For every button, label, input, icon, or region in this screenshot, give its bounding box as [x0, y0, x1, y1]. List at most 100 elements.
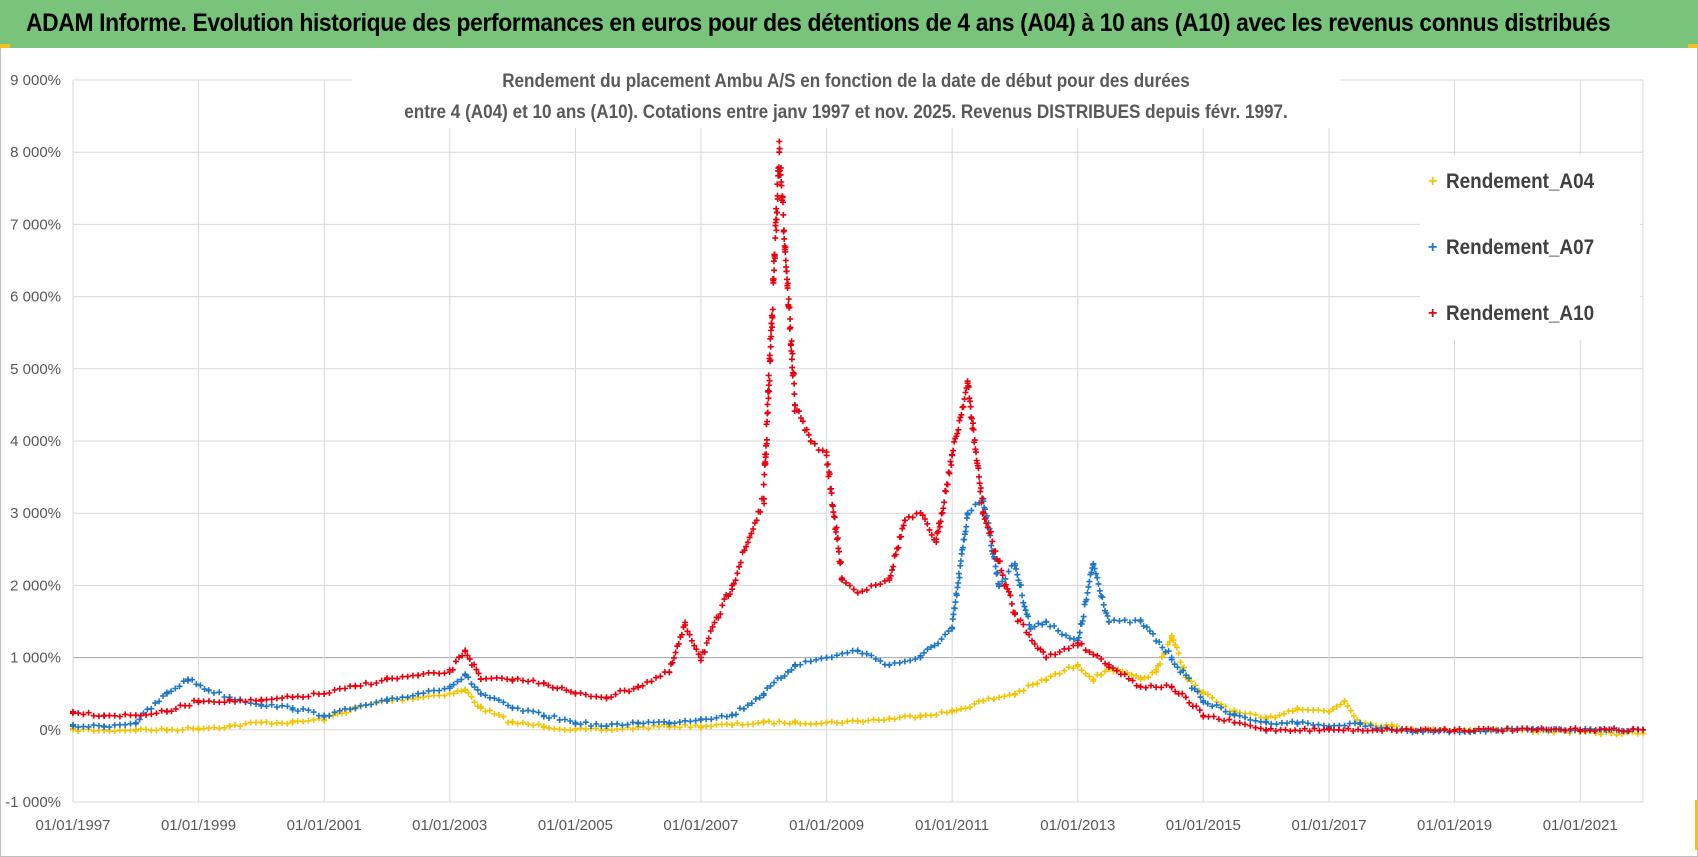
data-point-rendement-a10 [954, 430, 961, 437]
data-point-rendement-a10 [803, 426, 810, 433]
data-point-rendement-a10 [831, 514, 838, 521]
data-point-rendement-a10 [962, 389, 969, 396]
data-point-rendement-a10 [701, 649, 708, 656]
data-point-rendement-a04 [723, 721, 730, 728]
data-point-rendement-a04 [258, 719, 265, 726]
data-point-rendement-a10 [635, 683, 642, 690]
x-tick-label: 01/01/1999 [161, 817, 236, 834]
data-point-rendement-a10 [1168, 683, 1175, 690]
data-point-rendement-a10 [404, 673, 411, 680]
data-point-rendement-a10 [691, 642, 698, 649]
data-point-rendement-a04 [137, 726, 144, 732]
data-point-rendement-a10 [765, 395, 772, 402]
data-point-rendement-a04 [1177, 659, 1184, 665]
data-point-rendement-a04 [509, 719, 516, 726]
data-point-rendement-a07 [792, 661, 798, 668]
data-point-rendement-a04 [886, 716, 893, 722]
data-point-rendement-a04 [1341, 697, 1348, 704]
data-point-rendement-a07 [788, 666, 795, 673]
data-point-rendement-a10 [719, 602, 726, 609]
data-point-rendement-a04 [185, 724, 191, 731]
data-point-rendement-a10 [996, 558, 1003, 565]
data-point-rendement-a07 [205, 687, 212, 694]
data-point-rendement-a07 [193, 681, 200, 688]
data-point-rendement-a04 [807, 721, 814, 728]
data-point-rendement-a04 [1247, 710, 1254, 717]
data-point-rendement-a10 [707, 627, 714, 634]
data-point-rendement-a04 [525, 721, 532, 728]
chart-legend: + Rendement_A04 + Rendement_A07 + Rendem… [1420, 155, 1640, 340]
data-point-rendement-a10 [917, 510, 924, 517]
data-point-rendement-a10 [1210, 713, 1217, 720]
data-point-rendement-a07 [1341, 722, 1348, 729]
data-point-rendement-a07 [458, 676, 465, 683]
data-point-rendement-a07 [1063, 632, 1069, 639]
data-point-rendement-a07 [95, 722, 102, 729]
data-point-rendement-a10 [727, 591, 734, 597]
data-point-rendement-a10 [780, 211, 787, 218]
data-point-rendement-a10 [425, 669, 432, 676]
data-point-rendement-a10 [588, 693, 594, 700]
data-point-rendement-a10 [1215, 716, 1222, 723]
data-point-rendement-a07 [132, 719, 139, 726]
data-point-rendement-a07 [1035, 620, 1042, 627]
data-point-rendement-a07 [342, 705, 348, 712]
data-point-rendement-a07 [1014, 571, 1021, 578]
data-point-rendement-a10 [1193, 703, 1200, 710]
data-point-rendement-a10 [824, 461, 831, 468]
data-point-rendement-a07 [1031, 623, 1038, 630]
data-point-rendement-a07 [122, 721, 129, 728]
data-point-rendement-a07 [994, 569, 1001, 576]
data-point-rendement-a04 [687, 724, 694, 731]
data-point-rendement-a10 [703, 640, 710, 646]
data-point-rendement-a07 [1263, 719, 1270, 726]
data-point-rendement-a07 [1137, 618, 1144, 625]
data-point-rendement-a07 [588, 723, 594, 729]
data-point-rendement-a10 [612, 691, 619, 698]
data-point-rendement-a07 [1289, 718, 1296, 725]
data-point-rendement-a10 [666, 669, 673, 675]
header-banner: ADAM Informe. Evolution historique des p… [0, 0, 1698, 48]
data-point-rendement-a07 [1091, 565, 1098, 572]
data-point-rendement-a07 [176, 683, 183, 690]
data-point-rendement-a04 [713, 721, 720, 728]
data-point-rendement-a10 [1040, 649, 1047, 656]
data-point-rendement-a10 [924, 520, 931, 527]
data-point-rendement-a07 [968, 507, 975, 514]
data-point-rendement-a10 [289, 694, 296, 701]
data-point-rendement-a04 [546, 725, 552, 732]
data-point-rendement-a07 [1099, 594, 1106, 601]
data-point-rendement-a10 [859, 588, 866, 595]
legend-item-a10: + Rendement_A10 [1428, 299, 1611, 329]
data-point-rendement-a04 [169, 726, 176, 733]
data-point-rendement-a04 [1276, 712, 1283, 719]
data-point-rendement-a10 [877, 581, 884, 588]
data-point-rendement-a04 [263, 719, 270, 725]
data-point-rendement-a04 [567, 727, 574, 734]
data-point-rendement-a10 [792, 401, 798, 408]
data-point-rendement-a04 [237, 723, 244, 730]
data-point-rendement-a10 [771, 267, 778, 274]
data-point-rendement-a04 [1001, 693, 1008, 700]
data-point-rendement-a04 [514, 720, 521, 727]
data-point-rendement-a10 [384, 676, 390, 683]
data-point-rendement-a10 [1611, 725, 1617, 732]
data-point-rendement-a10 [1437, 727, 1444, 734]
data-point-rendement-a07 [384, 697, 390, 704]
data-point-rendement-a10 [767, 343, 774, 350]
data-point-rendement-a10 [1226, 716, 1233, 723]
data-point-rendement-a10 [498, 675, 505, 682]
data-point-rendement-a10 [941, 499, 948, 506]
data-point-rendement-a07 [315, 712, 322, 719]
x-tick-label: 01/01/2013 [1040, 817, 1115, 834]
data-point-rendement-a10 [776, 149, 783, 156]
data-point-rendement-a10 [695, 651, 702, 658]
data-point-rendement-a10 [672, 649, 679, 656]
data-point-rendement-a07 [1218, 704, 1225, 711]
data-point-rendement-a04 [917, 712, 924, 719]
data-point-rendement-a04 [676, 724, 683, 731]
data-point-rendement-a04 [279, 720, 286, 727]
data-point-rendement-a10 [1090, 651, 1097, 658]
data-point-rendement-a10 [781, 235, 788, 242]
data-point-rendement-a10 [890, 563, 897, 570]
